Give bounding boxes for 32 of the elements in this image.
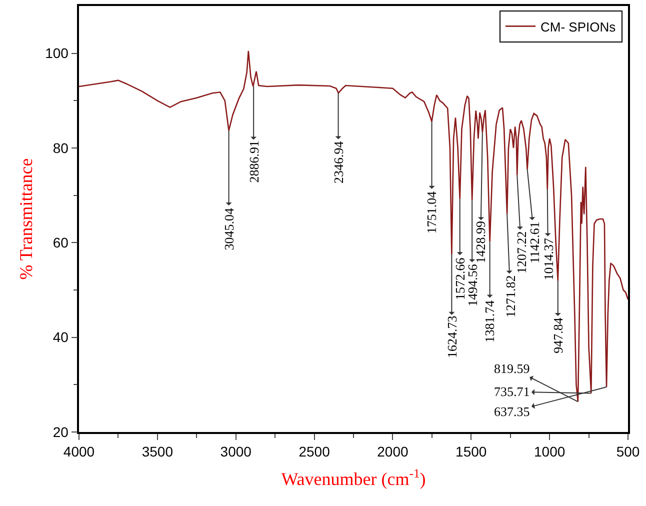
annotation: 1271.82 — [503, 275, 518, 318]
annotation: 1381.74 — [482, 300, 498, 343]
x-tick-label: 1500 — [456, 444, 487, 460]
y-tick-label: 40 — [52, 329, 69, 346]
annotation: 1207.22 — [514, 231, 530, 274]
annotation: 3045.04 — [221, 208, 236, 250]
y-axis-title: % Transmittance — [16, 158, 36, 280]
annotation: 2346.94 — [331, 140, 346, 184]
x-tick-label: 3000 — [220, 444, 252, 460]
annotation: 947.84 — [550, 317, 566, 354]
annotation: 735.71 — [494, 384, 530, 399]
annotation: 637.35 — [494, 404, 530, 419]
y-tick-label: 100 — [45, 45, 69, 62]
annotation: 1428.99 — [472, 220, 488, 264]
x-tick-label: 4000 — [63, 444, 95, 460]
annotation: 819.59 — [494, 361, 530, 376]
x-axis-title: Wavenumber (cm$^{-1}$) — [281, 466, 426, 490]
line-series — [79, 50, 628, 402]
x-tick-label: 3500 — [142, 444, 174, 460]
y-tick-label: 60 — [52, 234, 69, 251]
x-tick-label: 1000 — [534, 444, 566, 460]
annotation: 1142.61 — [527, 222, 542, 264]
annotation: 1624.73 — [444, 316, 460, 358]
annotation: 1014.37 — [540, 237, 556, 280]
annotation: 2886.91 — [246, 140, 262, 183]
x-tick-label: 500 — [616, 444, 640, 460]
x-tick-label: 2000 — [377, 444, 408, 460]
annotation: 1751.04 — [424, 190, 439, 234]
legend-label: CM- SPIONs — [540, 19, 616, 34]
y-tick-label: 80 — [52, 140, 69, 156]
x-tick-label: 2500 — [298, 444, 330, 460]
y-tick-label: 20 — [52, 424, 69, 440]
